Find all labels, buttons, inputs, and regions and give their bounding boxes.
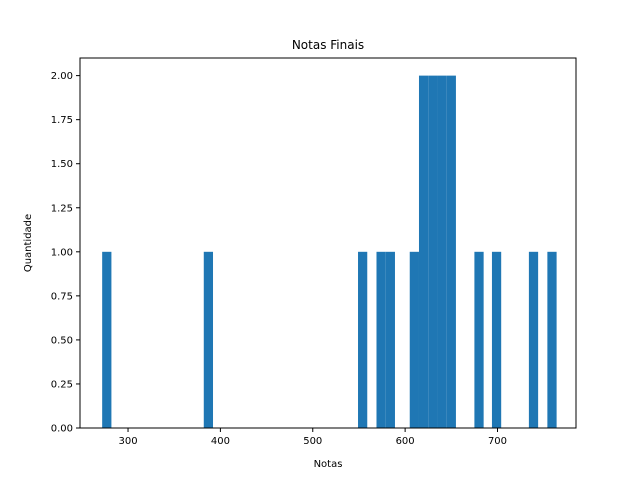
y-tick-label: 0.50 <box>51 335 73 346</box>
histogram-bar <box>102 251 112 428</box>
histogram-bar <box>358 251 368 428</box>
histogram-bar <box>409 251 419 428</box>
y-tick-label: 0.75 <box>51 291 73 302</box>
histogram-bar <box>418 75 429 429</box>
y-tick-label: 1.00 <box>51 247 73 258</box>
x-tick-label: 500 <box>303 436 322 447</box>
histogram-bar <box>491 251 502 428</box>
histogram-bar <box>428 75 438 429</box>
y-tick-label: 1.25 <box>51 203 73 214</box>
y-tick-label: 0.25 <box>51 379 73 390</box>
x-tick-label: 700 <box>488 436 507 447</box>
y-tick-label: 2.00 <box>51 71 73 82</box>
y-tick-label: 0.00 <box>51 424 73 435</box>
x-tick-label: 600 <box>396 436 415 447</box>
histogram-bar <box>437 75 447 429</box>
y-axis-title: Quantidade <box>23 214 34 272</box>
histogram-bar <box>547 251 557 428</box>
histogram-bar <box>376 251 386 428</box>
y-axis: 0.00 0.25 0.50 0.75 1.00 1.25 1.50 1.75 2.00 <box>51 71 80 435</box>
y-tick-label: 1.50 <box>51 159 73 170</box>
x-axis: 300 400 500 600 700 <box>118 428 507 447</box>
histogram-bar <box>528 251 539 428</box>
x-axis-title: Notas <box>314 459 343 470</box>
y-tick-label: 1.75 <box>51 115 73 126</box>
chart-title: Notas Finais <box>292 38 364 52</box>
plot-area-frame <box>79 57 577 429</box>
histogram-bar <box>474 251 484 428</box>
x-tick-label: 400 <box>211 436 230 447</box>
histogram-bar <box>446 75 456 429</box>
histogram-bar <box>203 251 214 428</box>
histogram-bar <box>385 251 395 428</box>
bars-group <box>102 75 557 429</box>
x-tick-label: 300 <box>118 436 137 447</box>
